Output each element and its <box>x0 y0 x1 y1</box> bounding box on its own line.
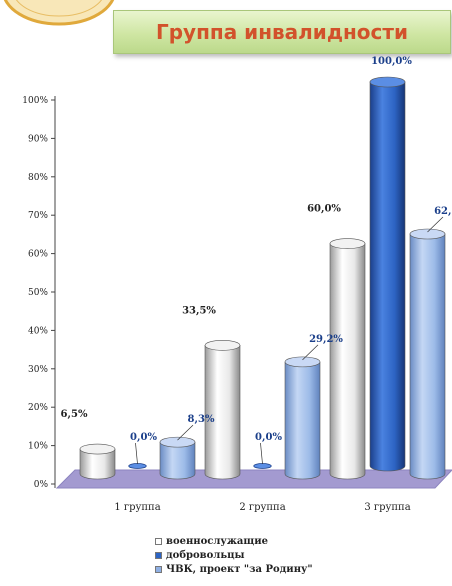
legend-item: военнослужащие <box>155 534 313 548</box>
legend-label: добровольцы <box>166 549 245 561</box>
y-tick-label: 30% <box>28 365 48 375</box>
bar <box>329 238 366 480</box>
y-tick-label: 100% <box>22 96 48 106</box>
bar <box>128 463 147 469</box>
bar <box>159 436 196 480</box>
bar-top <box>204 340 241 351</box>
legend-label: ЧВК, проект "за Родину" <box>166 563 313 575</box>
bar-body <box>284 361 321 480</box>
title-banner: Группа инвалидности <box>113 10 451 54</box>
bar-top <box>79 443 116 455</box>
bar <box>284 356 321 480</box>
emblem-logo <box>3 0 115 26</box>
x-category-label: 3 группа <box>364 502 410 513</box>
y-tick-label: 40% <box>28 326 48 336</box>
y-tick-label: 50% <box>28 288 48 298</box>
bar <box>204 340 241 480</box>
bar <box>409 228 446 480</box>
data-label: 33,5% <box>182 305 216 316</box>
x-category-label: 1 группа <box>114 502 160 513</box>
bar-body <box>204 345 241 480</box>
data-label: 62,5% <box>434 206 452 217</box>
y-tick-label: 80% <box>28 173 48 183</box>
bar <box>369 76 406 472</box>
data-label: 8,3% <box>188 414 215 425</box>
leader-line <box>427 216 444 233</box>
x-category-label: 2 группа <box>239 502 285 513</box>
legend: военнослужащие добровольцы ЧВК, проект "… <box>155 534 313 576</box>
leader-line <box>177 424 194 441</box>
bar-top <box>284 356 321 368</box>
legend-swatch-light <box>155 565 162 573</box>
chart-floor <box>55 469 452 489</box>
leader-line <box>260 442 263 465</box>
y-tick-label: 0% <box>34 480 49 490</box>
bar-top <box>128 463 147 469</box>
leader-line <box>135 442 138 465</box>
leader-line <box>302 344 319 361</box>
bar <box>79 443 116 480</box>
data-label: 6,5% <box>61 409 88 420</box>
data-label: 0,0% <box>130 432 157 443</box>
y-tick-label: 90% <box>28 134 48 144</box>
data-label: 100,0% <box>371 56 412 67</box>
y-tick-label: 10% <box>28 442 48 452</box>
legend-label: военнослужащие <box>166 535 269 547</box>
data-label: 0,0% <box>255 432 282 443</box>
bar-body <box>159 441 196 480</box>
y-tick-label: 20% <box>28 403 48 413</box>
bar-top <box>409 228 446 240</box>
data-label: 60,0% <box>307 204 341 215</box>
bar-top <box>369 76 406 88</box>
bar-body <box>409 233 446 480</box>
bar-top <box>159 436 196 448</box>
legend-swatch-white <box>155 537 162 545</box>
legend-swatch-dark <box>155 551 162 559</box>
data-label: 29,2% <box>309 334 343 345</box>
bar-body <box>369 81 406 472</box>
bar-body <box>329 243 366 480</box>
y-tick-label: 70% <box>28 211 48 221</box>
chart-title: Группа инвалидности <box>155 20 408 44</box>
legend-item: ЧВК, проект "за Родину" <box>155 562 313 576</box>
bar-top <box>253 463 272 469</box>
y-tick-label: 60% <box>28 250 48 260</box>
bar-top <box>329 238 366 249</box>
legend-item: добровольцы <box>155 548 313 562</box>
bar-body <box>79 448 116 480</box>
bar <box>253 463 272 469</box>
